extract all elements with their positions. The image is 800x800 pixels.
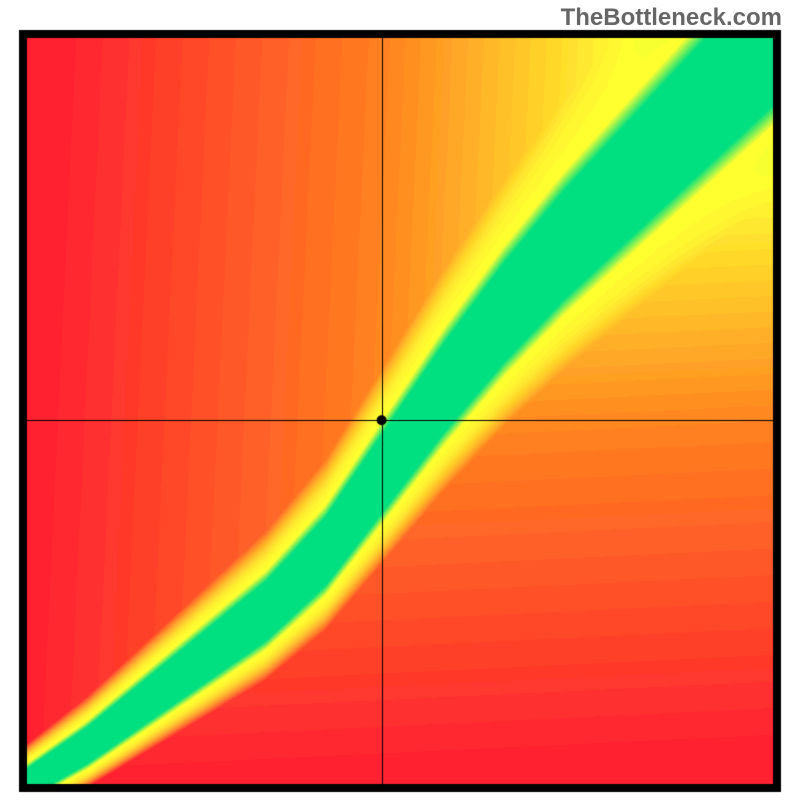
attribution-text: TheBottleneck.com [561,4,782,32]
chart-container: TheBottleneck.com [0,0,800,800]
heatmap-canvas [0,0,800,800]
